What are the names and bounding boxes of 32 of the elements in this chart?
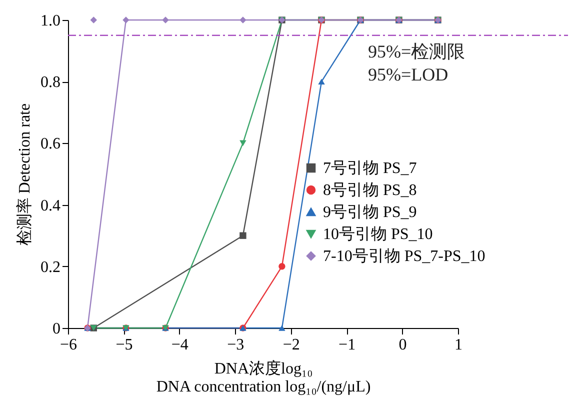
legend-label: 7号引物 PS_7 bbox=[323, 160, 417, 177]
x-tick-label: 1 bbox=[454, 336, 462, 354]
point bbox=[318, 78, 325, 85]
point bbox=[240, 232, 246, 239]
y-tick-label: 0 bbox=[52, 320, 60, 338]
point bbox=[122, 16, 130, 24]
legend-label: 9号引物 PS_9 bbox=[323, 204, 417, 221]
x-tick-label: −2 bbox=[282, 336, 300, 354]
point bbox=[240, 140, 246, 146]
legend-label: 10号引物 PS_10 bbox=[323, 226, 433, 243]
point bbox=[162, 16, 169, 24]
point bbox=[278, 263, 286, 270]
point bbox=[240, 16, 246, 24]
y-tick-label: 0.4 bbox=[40, 197, 60, 214]
x-tick-label: 0 bbox=[398, 336, 407, 354]
legend-label: 8号引物 PS_8 bbox=[323, 182, 417, 199]
x-tick-label: −1 bbox=[338, 336, 356, 354]
legend-label: 7-10号引物 PS_7-PS_10 bbox=[323, 248, 486, 265]
x-tick-label: −4 bbox=[171, 336, 188, 354]
point bbox=[278, 325, 286, 331]
x-tick-label: −3 bbox=[227, 336, 244, 354]
y-tick-label: 0.2 bbox=[40, 258, 60, 276]
y-tick-label: 1.0 bbox=[40, 12, 60, 30]
annotation: 95%=LOD bbox=[368, 64, 448, 84]
x-axis-title: DNA浓度log₁₀ DNA concentration log₁₀/(ng/μL) bbox=[156, 360, 371, 396]
y-tick-label: 0.6 bbox=[40, 136, 60, 153]
x-tick-label: −6 bbox=[60, 336, 78, 354]
x-tick-label: −5 bbox=[116, 336, 133, 354]
point bbox=[90, 16, 97, 24]
y-tick-label: 0.8 bbox=[40, 74, 60, 92]
ref-line-label: 95%=检测限 bbox=[368, 41, 466, 62]
y-axis-title: 检测率 Detection rate bbox=[16, 103, 34, 246]
